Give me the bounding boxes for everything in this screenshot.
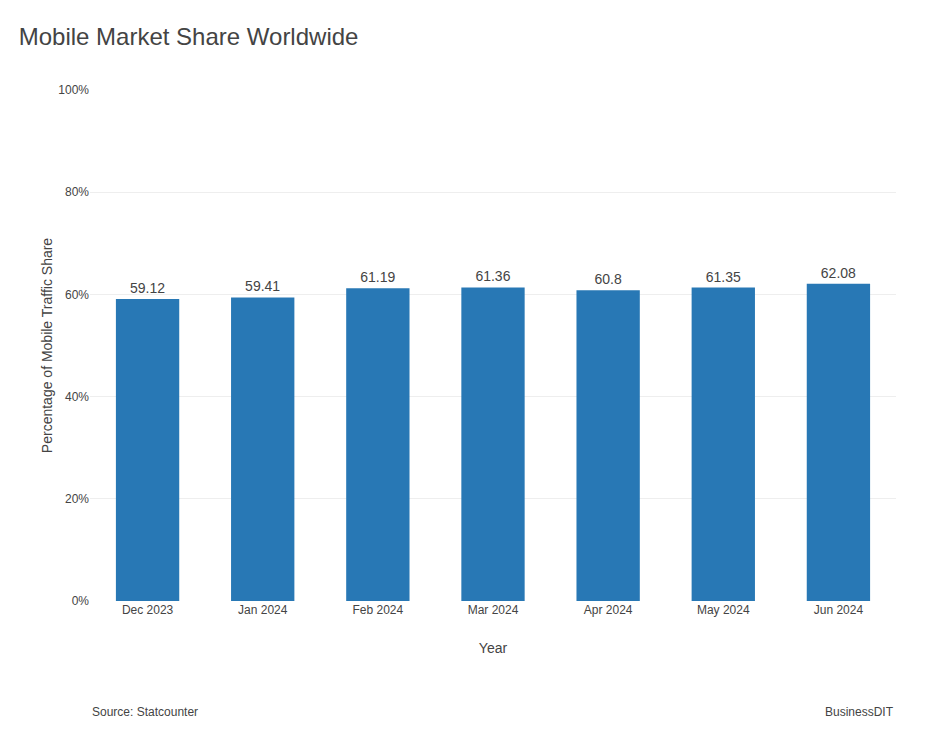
svg-text:20%: 20% (65, 492, 89, 506)
svg-text:Jun 2024: Jun 2024 (814, 603, 864, 617)
svg-text:Mobile Market Share Worldwide: Mobile Market Share Worldwide (19, 23, 359, 50)
svg-text:40%: 40% (65, 390, 89, 404)
svg-text:May 2024: May 2024 (697, 603, 750, 617)
svg-text:100%: 100% (58, 83, 89, 97)
svg-text:BusinessDIT: BusinessDIT (825, 705, 894, 719)
svg-text:61.19: 61.19 (360, 269, 395, 285)
svg-text:Mar 2024: Mar 2024 (468, 603, 519, 617)
svg-text:Dec 2023: Dec 2023 (122, 603, 174, 617)
svg-text:61.36: 61.36 (475, 268, 510, 284)
svg-text:Source: Statcounter: Source: Statcounter (92, 705, 198, 719)
svg-text:Feb 2024: Feb 2024 (353, 603, 404, 617)
svg-text:Jan 2024: Jan 2024 (238, 603, 288, 617)
svg-text:59.41: 59.41 (245, 278, 280, 294)
svg-text:Apr 2024: Apr 2024 (584, 603, 633, 617)
svg-text:61.35: 61.35 (706, 269, 741, 285)
svg-text:Percentage of Mobile Traffic S: Percentage of Mobile Traffic Share (39, 238, 55, 454)
svg-text:80%: 80% (65, 185, 89, 199)
svg-text:59.12: 59.12 (130, 280, 165, 296)
svg-text:62.08: 62.08 (821, 265, 856, 281)
svg-text:0%: 0% (72, 594, 90, 608)
svg-text:60%: 60% (65, 288, 89, 302)
svg-text:Year: Year (479, 640, 508, 656)
svg-text:60.8: 60.8 (594, 271, 621, 287)
